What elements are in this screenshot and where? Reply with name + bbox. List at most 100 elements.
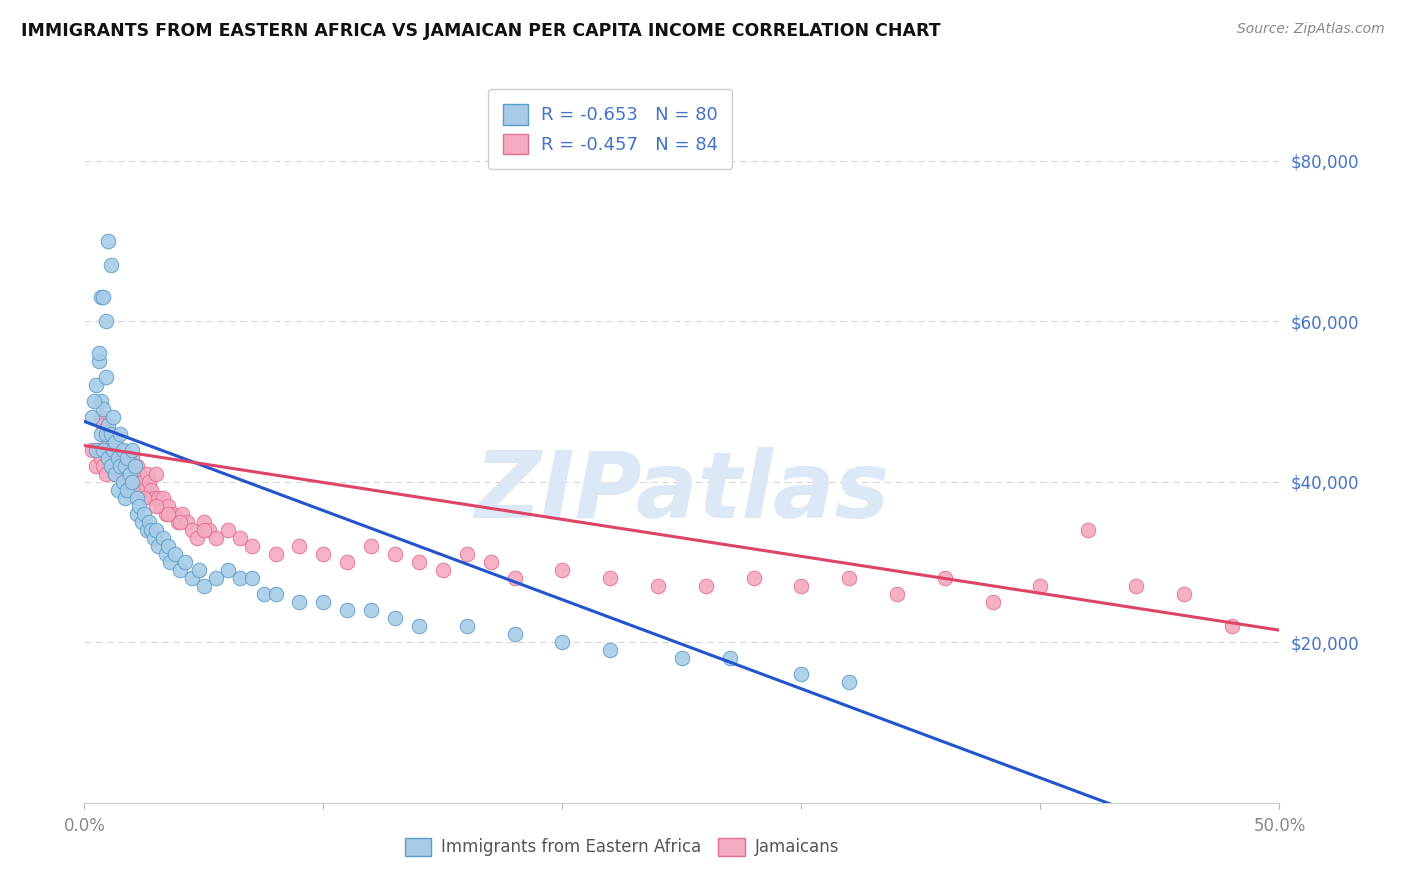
Point [114, 467, 136, 481]
Point [132, 491, 156, 505]
Point [408, 619, 430, 633]
Point [90, 426, 112, 441]
Point [121, 483, 143, 497]
Point [94, 426, 117, 441]
Point [456, 619, 478, 633]
Point [121, 475, 143, 489]
Point [145, 467, 167, 481]
Point [142, 531, 165, 545]
Point [114, 491, 136, 505]
Point [169, 515, 191, 529]
Point [132, 483, 156, 497]
Point [138, 475, 160, 489]
Point [162, 507, 184, 521]
Point [97, 434, 120, 449]
Point [114, 458, 136, 473]
Point [93, 442, 115, 457]
Point [107, 450, 129, 465]
Legend: Immigrants from Eastern Africa, Jamaicans: Immigrants from Eastern Africa, Jamaican… [398, 831, 846, 863]
Point [86, 378, 108, 392]
Point [90, 450, 112, 465]
Point [135, 523, 157, 537]
Point [217, 523, 239, 537]
Point [360, 603, 382, 617]
Point [1125, 579, 1147, 593]
Point [100, 458, 122, 473]
Point [142, 491, 165, 505]
Point [110, 458, 132, 473]
Point [100, 258, 122, 272]
Point [193, 579, 215, 593]
Point [118, 467, 141, 481]
Point [172, 507, 194, 521]
Text: IMMIGRANTS FROM EASTERN AFRICA VS JAMAICAN PER CAPITA INCOME CORRELATION CHART: IMMIGRANTS FROM EASTERN AFRICA VS JAMAIC… [21, 22, 941, 40]
Point [97, 442, 120, 457]
Point [197, 523, 219, 537]
Point [671, 651, 693, 665]
Point [551, 563, 574, 577]
Point [97, 418, 120, 433]
Point [128, 499, 150, 513]
Point [169, 563, 191, 577]
Point [135, 467, 157, 481]
Point [551, 635, 574, 649]
Point [138, 515, 160, 529]
Point [87, 346, 110, 360]
Point [288, 539, 311, 553]
Point [240, 571, 263, 585]
Point [128, 467, 150, 481]
Point [503, 627, 526, 641]
Point [118, 458, 141, 473]
Point [104, 467, 127, 481]
Point [121, 450, 143, 465]
Point [336, 603, 359, 617]
Point [718, 651, 741, 665]
Point [152, 531, 174, 545]
Point [80, 442, 103, 457]
Point [117, 450, 139, 465]
Point [647, 579, 669, 593]
Point [503, 571, 526, 585]
Point [157, 499, 180, 513]
Point [981, 595, 1004, 609]
Point [312, 595, 335, 609]
Point [94, 314, 117, 328]
Point [217, 563, 239, 577]
Point [87, 354, 110, 368]
Point [312, 547, 335, 561]
Point [131, 515, 153, 529]
Point [456, 547, 478, 561]
Point [131, 475, 153, 489]
Point [124, 475, 146, 489]
Point [97, 450, 120, 465]
Point [181, 523, 204, 537]
Point [886, 587, 908, 601]
Point [121, 442, 143, 457]
Point [155, 547, 177, 561]
Point [159, 555, 181, 569]
Point [111, 442, 134, 457]
Point [188, 563, 211, 577]
Point [145, 499, 167, 513]
Point [107, 483, 129, 497]
Point [124, 458, 146, 473]
Point [166, 515, 188, 529]
Point [107, 450, 129, 465]
Point [186, 531, 208, 545]
Point [157, 507, 180, 521]
Point [90, 394, 112, 409]
Point [148, 491, 170, 505]
Point [288, 595, 311, 609]
Point [117, 475, 139, 489]
Point [100, 450, 122, 465]
Point [101, 410, 124, 425]
Point [86, 458, 108, 473]
Point [145, 523, 167, 537]
Point [149, 499, 172, 513]
Point [155, 507, 177, 521]
Point [117, 483, 139, 497]
Point [148, 539, 170, 553]
Point [93, 290, 115, 304]
Point [599, 643, 621, 657]
Point [93, 458, 115, 473]
